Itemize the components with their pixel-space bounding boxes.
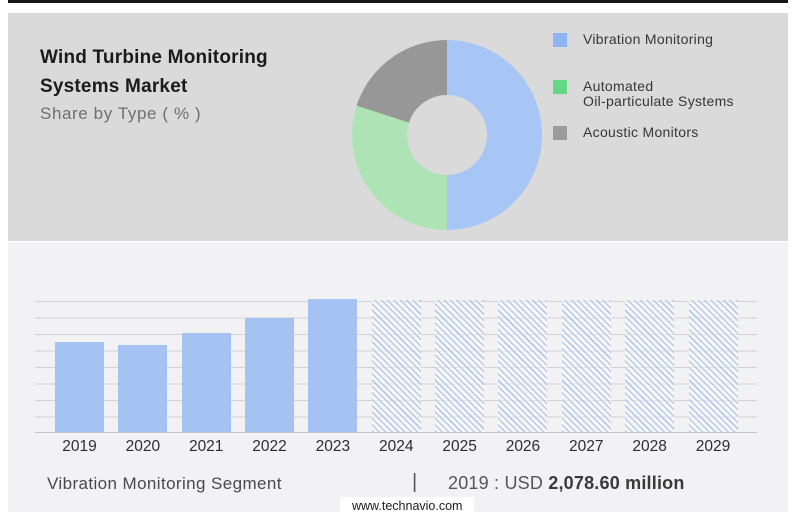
header-panel: Wind Turbine Monitoring Systems Market S… bbox=[8, 13, 788, 241]
footer-value-prefix: 2019 : USD bbox=[448, 473, 549, 493]
legend-label: Acoustic Monitors bbox=[583, 124, 699, 140]
bar-2020 bbox=[118, 344, 168, 432]
legend-label: Automated Oil-particulate Systems bbox=[583, 78, 734, 109]
x-tick-2029: 2029 bbox=[695, 438, 731, 455]
bar-chart-plot: 2019 2020 2021 2022 2023 2024 2025 2026 2027 2028… bbox=[35, 299, 757, 455]
x-tick-2026: 2026 bbox=[505, 438, 541, 455]
footer-value-amount: 2,078.60 million bbox=[548, 473, 685, 493]
x-tick-2025: 2025 bbox=[442, 438, 477, 455]
x-tick-2022: 2022 bbox=[252, 438, 287, 455]
page-subtitle: Share by Type ( % ) bbox=[40, 104, 202, 123]
footer-segment-label: Vibration Monitoring Segment bbox=[47, 474, 282, 493]
bar-2022 bbox=[245, 317, 295, 432]
legend: Vibration Monitoring Automated Oil-parti… bbox=[553, 13, 783, 241]
legend-swatch-gray-icon bbox=[553, 126, 567, 140]
top-border-rule bbox=[8, 0, 788, 3]
bar-2025 bbox=[435, 300, 485, 432]
x-tick-2019: 2019 bbox=[62, 438, 97, 455]
footer-separator: | bbox=[412, 471, 418, 493]
legend-item-automated-oil-particulate-systems: Automated Oil-particulate Systems bbox=[553, 79, 734, 108]
x-tick-2024: 2024 bbox=[379, 438, 414, 455]
bar-2023 bbox=[308, 299, 358, 432]
legend-swatch-green-icon bbox=[553, 80, 567, 94]
legend-label: Vibration Monitoring bbox=[583, 31, 714, 47]
legend-item-vibration-monitoring: Vibration Monitoring bbox=[553, 32, 713, 47]
x-tick-2020: 2020 bbox=[125, 438, 161, 455]
bar-2027 bbox=[561, 300, 611, 432]
legend-swatch-blue-icon bbox=[553, 33, 567, 47]
page-title: Wind Turbine Monitoring Systems Market bbox=[40, 47, 268, 97]
donut-chart bbox=[352, 40, 542, 230]
x-tick-2023: 2023 bbox=[315, 438, 351, 455]
bar-2029 bbox=[688, 300, 738, 432]
x-tick-2028: 2028 bbox=[632, 438, 667, 455]
x-tick-2021: 2021 bbox=[188, 438, 224, 455]
legend-item-acoustic-monitors: Acoustic Monitors bbox=[553, 125, 699, 140]
bar-2024 bbox=[371, 300, 421, 432]
chart-panel: 2019 2020 2021 2022 2023 2024 2025 2026 2027 2028… bbox=[8, 242, 788, 512]
footer-value: 2019 : USD 2,078.60 million bbox=[448, 473, 685, 494]
bar-2026 bbox=[498, 300, 548, 432]
bar-2028 bbox=[625, 300, 675, 432]
website-watermark: www.technavio.com bbox=[340, 497, 475, 517]
bar-2019 bbox=[55, 342, 104, 432]
x-tick-2027: 2027 bbox=[569, 438, 604, 455]
donut-hole bbox=[407, 95, 487, 175]
bar-2021 bbox=[181, 333, 231, 432]
